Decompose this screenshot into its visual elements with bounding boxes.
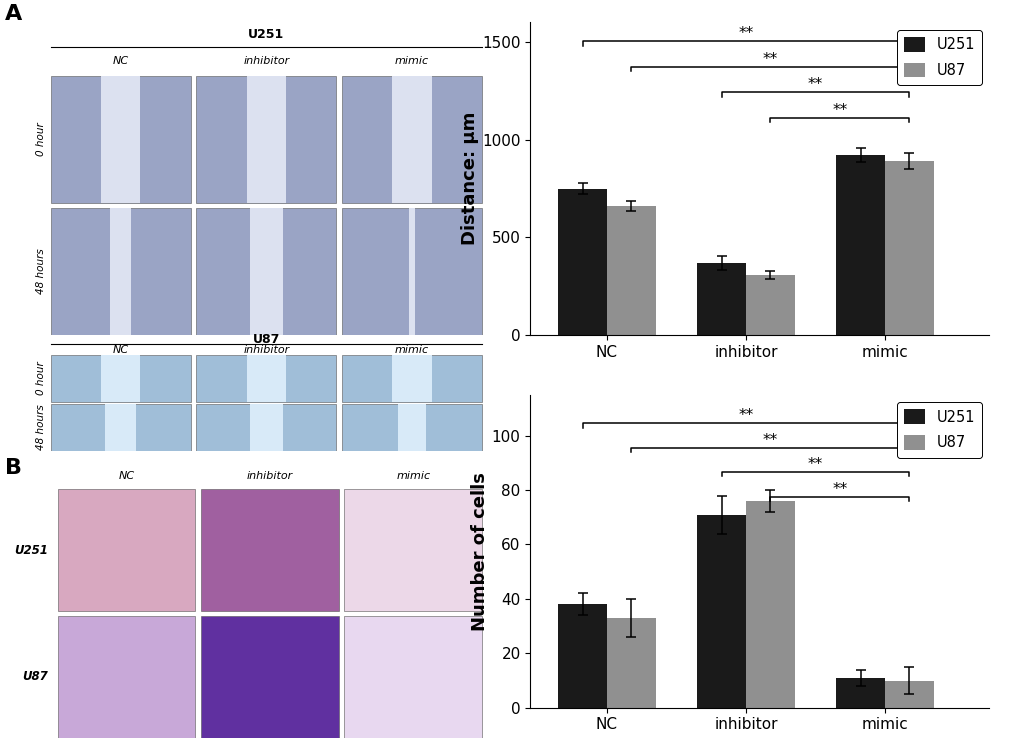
Text: 48 hours: 48 hours [36, 405, 46, 450]
Y-axis label: Distance: μm: Distance: μm [461, 112, 479, 246]
Text: mimic: mimic [394, 345, 429, 355]
FancyBboxPatch shape [196, 404, 336, 451]
FancyBboxPatch shape [201, 616, 338, 738]
FancyBboxPatch shape [51, 404, 191, 451]
FancyBboxPatch shape [247, 75, 285, 203]
Text: **: ** [832, 103, 847, 118]
FancyBboxPatch shape [201, 489, 338, 611]
Bar [745, 501, 794, 708]
Bar [697, 263, 745, 335]
Text: 0 hour: 0 hour [36, 361, 46, 396]
FancyBboxPatch shape [110, 208, 130, 335]
Bar [745, 275, 794, 335]
FancyBboxPatch shape [101, 75, 140, 203]
Text: 48 hours: 48 hours [36, 249, 46, 294]
Text: NC: NC [112, 57, 128, 66]
FancyBboxPatch shape [58, 489, 196, 611]
FancyBboxPatch shape [196, 75, 336, 203]
FancyBboxPatch shape [196, 208, 336, 335]
Text: **: ** [762, 52, 777, 67]
Text: 0 hour: 0 hour [36, 122, 46, 156]
Legend: U251, U87: U251, U87 [896, 30, 981, 85]
Bar [606, 618, 655, 708]
FancyBboxPatch shape [341, 404, 482, 451]
Text: NC: NC [112, 345, 128, 355]
Text: **: ** [738, 408, 753, 423]
Bar [606, 206, 655, 335]
Text: B: B [5, 458, 22, 478]
Text: NC: NC [118, 471, 135, 481]
Bar [836, 678, 884, 708]
Text: **: ** [807, 457, 822, 472]
Bar [884, 161, 932, 335]
Text: A: A [5, 4, 22, 24]
FancyBboxPatch shape [341, 355, 482, 402]
FancyBboxPatch shape [247, 355, 285, 402]
Legend: U251, U87: U251, U87 [896, 402, 981, 457]
FancyBboxPatch shape [341, 75, 482, 203]
Text: inhibitor: inhibitor [243, 345, 289, 355]
Bar [697, 515, 745, 708]
FancyBboxPatch shape [392, 75, 431, 203]
Text: U87: U87 [22, 670, 48, 683]
FancyBboxPatch shape [51, 355, 191, 402]
FancyBboxPatch shape [51, 208, 191, 335]
Text: U251: U251 [14, 544, 48, 557]
Bar [884, 680, 932, 708]
Text: U251: U251 [248, 28, 284, 42]
FancyBboxPatch shape [344, 489, 482, 611]
Text: mimic: mimic [395, 471, 430, 481]
Text: **: ** [807, 77, 822, 92]
FancyBboxPatch shape [250, 404, 283, 451]
FancyBboxPatch shape [101, 355, 140, 402]
Text: U87: U87 [253, 333, 280, 346]
FancyBboxPatch shape [341, 208, 482, 335]
Text: inhibitor: inhibitor [243, 57, 289, 66]
FancyBboxPatch shape [409, 208, 415, 335]
FancyBboxPatch shape [397, 404, 426, 451]
Y-axis label: Number of cells: Number of cells [471, 472, 488, 631]
FancyBboxPatch shape [105, 404, 136, 451]
Text: **: ** [762, 433, 777, 448]
FancyBboxPatch shape [58, 616, 196, 738]
Bar [557, 188, 606, 335]
Text: **: ** [738, 26, 753, 42]
FancyBboxPatch shape [250, 208, 283, 335]
FancyBboxPatch shape [196, 355, 336, 402]
FancyBboxPatch shape [51, 75, 191, 203]
FancyBboxPatch shape [392, 355, 431, 402]
Bar [557, 604, 606, 708]
Bar [836, 156, 884, 335]
Text: mimic: mimic [394, 57, 429, 66]
Text: **: ** [832, 481, 847, 497]
FancyBboxPatch shape [344, 616, 482, 738]
Text: inhibitor: inhibitor [247, 471, 292, 481]
